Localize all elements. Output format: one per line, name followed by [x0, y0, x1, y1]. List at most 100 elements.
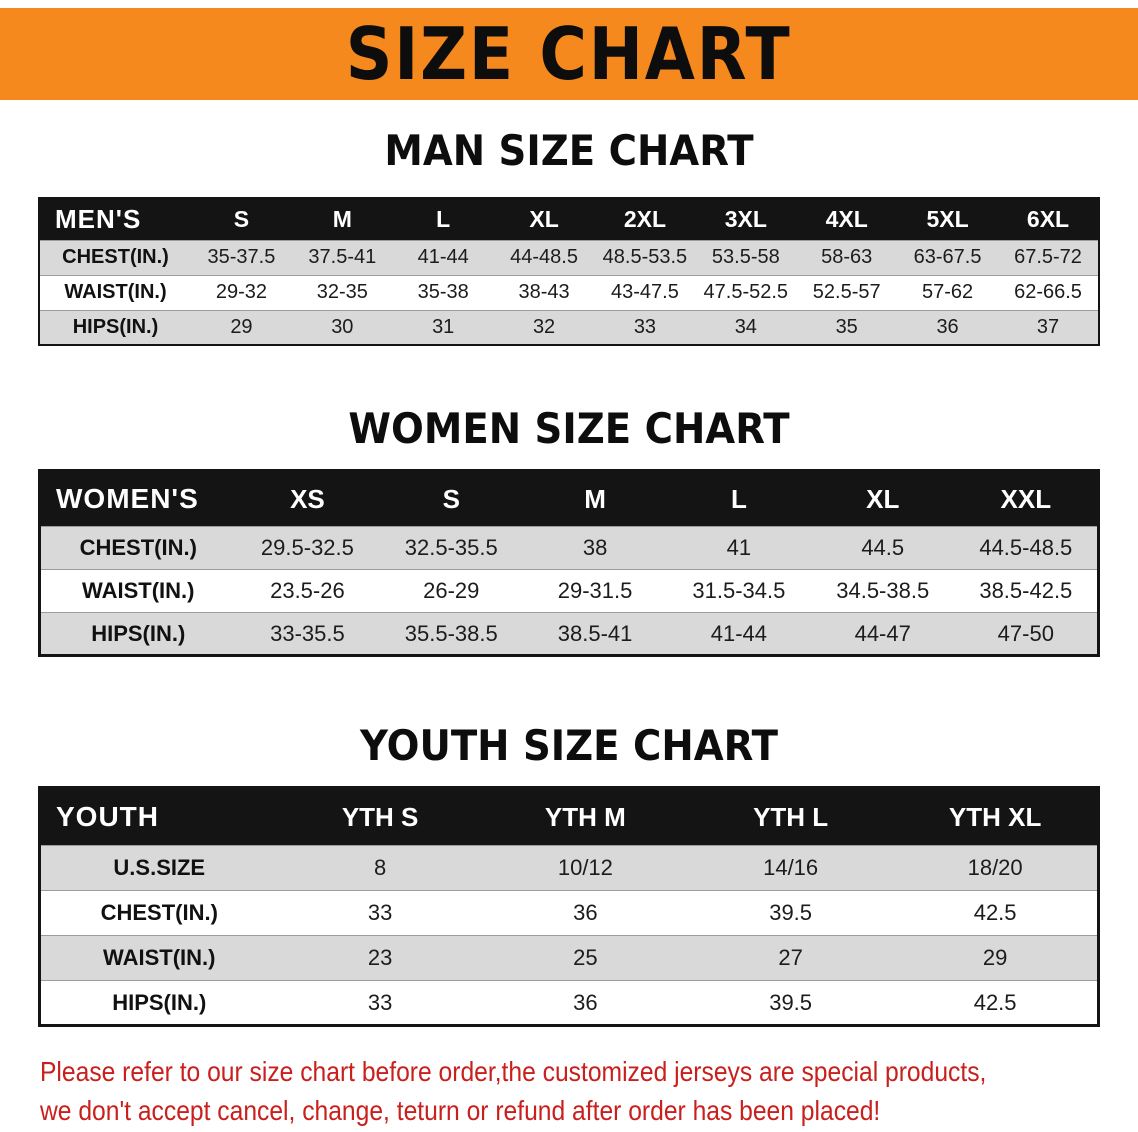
value-cell: 23: [367, 945, 393, 970]
value-cell: 35.5-38.5: [404, 620, 498, 646]
size-column-header: M: [291, 198, 393, 240]
row-label-cell: HIPS(IN.): [112, 989, 207, 1015]
table-row: HIPS(IN.) 29 30 31 32 33 34 35 36 37: [39, 310, 1099, 345]
value-cell: 41-44: [710, 620, 768, 646]
table-row: CHEST(IN.) 35-37.5 37.5-41 41-44 44-48.5 48.5…: [39, 240, 1099, 275]
value-cell: 47.5-52.5: [703, 281, 789, 303]
banner: SIZE CHART: [0, 8, 1138, 100]
value-cell: 53.5-58: [711, 246, 780, 268]
value-cell: 29.5-32.5: [260, 535, 354, 560]
value-cell: 62-66.5: [1014, 281, 1082, 303]
row-label-cell: HIPS(IN.): [72, 315, 159, 338]
value-cell: 39.5: [769, 900, 813, 925]
value-cell: 36: [936, 315, 959, 338]
size-column-header: XL: [493, 198, 595, 240]
value-cell: 38.5-41: [557, 620, 633, 646]
value-cell: 33: [367, 900, 393, 925]
value-cell: 31.5-34.5: [692, 578, 786, 603]
size-column-header: S: [191, 198, 292, 240]
footer-notice: Please refer to our size chart before or…: [40, 1053, 1128, 1130]
women-section: WOMEN SIZE CHART WOMEN'S XS S M L XL XXL CHEST(…: [0, 404, 1138, 657]
row-label-cell: WAIST(IN.): [103, 945, 216, 970]
value-cell: 36: [573, 900, 598, 925]
value-cell: 32: [532, 315, 556, 338]
value-cell: 10/12: [557, 855, 613, 880]
value-cell: 42.5: [973, 989, 1017, 1015]
size-column-header: 6XL: [998, 198, 1099, 240]
value-cell: 63-67.5: [913, 246, 982, 268]
size-column-header: YTH M: [482, 787, 688, 846]
table-title-cell: YOUTH: [39, 787, 278, 846]
value-cell: 32-35: [316, 281, 368, 303]
youth-section: YOUTH SIZE CHART YOUTH YTH S YTH M YTH L YTH…: [0, 721, 1138, 1027]
value-cell: 29-31.5: [557, 578, 633, 603]
table-row: WAIST(IN.) 29-32 32-35 35-38 38-43 43-47.5 47.…: [39, 275, 1099, 310]
size-column-header: XS: [235, 470, 380, 527]
men-section: MAN SIZE CHART MEN'S S M L XL 2XL 3XL 4XL 5XL 6XL…: [0, 126, 1138, 346]
value-cell: 35-38: [417, 281, 469, 303]
value-cell: 27: [778, 945, 803, 970]
table-row: CHEST(IN.) 33 36 39.5 42.5: [39, 890, 1099, 936]
size-column-header: YTH XL: [893, 787, 1099, 846]
value-cell: 37.5-41: [308, 246, 377, 268]
row-label-cell: CHEST(IN.): [62, 246, 169, 268]
value-cell: 57-62: [921, 281, 974, 303]
size-column-header: S: [379, 470, 524, 527]
size-column-header: 2XL: [594, 198, 696, 240]
table-row: HIPS(IN.) 33 36 39.5 42.5: [39, 980, 1099, 1026]
value-cell: 31: [432, 315, 455, 338]
size-column-header: XXL: [954, 470, 1099, 527]
size-column-header: XL: [810, 470, 955, 527]
value-cell: 30: [331, 315, 354, 338]
value-cell: 67.5-72: [1014, 246, 1082, 268]
value-cell: 38.5-42.5: [979, 578, 1073, 603]
value-cell: 37: [1036, 315, 1060, 338]
size-column-header: L: [392, 198, 494, 240]
value-cell: 14/16: [763, 855, 819, 880]
value-cell: 33: [367, 989, 393, 1015]
table-header-row: WOMEN'S XS S M L XL XXL: [39, 470, 1099, 527]
value-cell: 8: [374, 855, 387, 880]
value-cell: 33: [633, 315, 657, 338]
value-cell: 44-48.5: [510, 246, 578, 268]
row-label-cell: CHEST(IN.): [100, 900, 218, 925]
notice-line-1: Please refer to our size chart before or…: [40, 1056, 987, 1087]
value-cell: 42.5: [973, 900, 1017, 925]
row-label-cell: U.S.SIZE: [113, 855, 206, 880]
row-label-cell: WAIST(IN.): [82, 578, 195, 603]
value-cell: 29: [230, 315, 253, 338]
value-cell: 32.5-35.5: [404, 535, 498, 560]
value-cell: 18/20: [967, 855, 1023, 880]
size-column-header: YTH S: [277, 787, 483, 846]
table-row: WAIST(IN.) 23.5-26 26-29 29-31.5 31.5-34.5 34…: [39, 569, 1099, 613]
women-section-heading: WOMEN SIZE CHART: [348, 404, 790, 453]
value-cell: 41-44: [417, 246, 469, 268]
men-size-table: MEN'S S M L XL 2XL 3XL 4XL 5XL 6XL CHEST(IN.) 35-37…: [38, 197, 1100, 346]
size-column-header: M: [523, 470, 667, 527]
page-title: SIZE CHART: [346, 12, 792, 96]
youth-size-table: YOUTH YTH S YTH M YTH L YTH XL U.S.SIZE 8 10/12…: [38, 786, 1100, 1027]
value-cell: 43-47.5: [611, 281, 679, 303]
value-cell: 36: [573, 989, 598, 1015]
table-title-cell: MEN'S: [39, 198, 191, 240]
value-cell: 44.5-48.5: [979, 535, 1073, 560]
value-cell: 25: [573, 945, 598, 970]
table-header-row: MEN'S S M L XL 2XL 3XL 4XL 5XL 6XL: [39, 198, 1099, 240]
value-cell: 33-35.5: [270, 620, 345, 646]
notice-line-2: we don't accept cancel, change, teturn o…: [40, 1094, 881, 1126]
size-column-header: 5XL: [897, 198, 998, 240]
size-column-header: YTH L: [688, 787, 894, 846]
row-label-cell: HIPS(IN.): [91, 620, 186, 646]
men-section-heading: MAN SIZE CHART: [384, 126, 754, 175]
size-column-header: L: [666, 470, 811, 527]
value-cell: 35: [835, 315, 858, 338]
value-cell: 39.5: [769, 989, 813, 1015]
value-cell: 23.5-26: [270, 578, 345, 603]
size-column-header: 4XL: [796, 198, 898, 240]
value-cell: 38: [582, 535, 608, 560]
youth-section-heading: YOUTH SIZE CHART: [359, 721, 779, 770]
row-label-cell: WAIST(IN.): [64, 281, 167, 303]
table-header-row: YOUTH YTH S YTH M YTH L YTH XL: [39, 787, 1099, 846]
value-cell: 38-43: [518, 281, 570, 303]
